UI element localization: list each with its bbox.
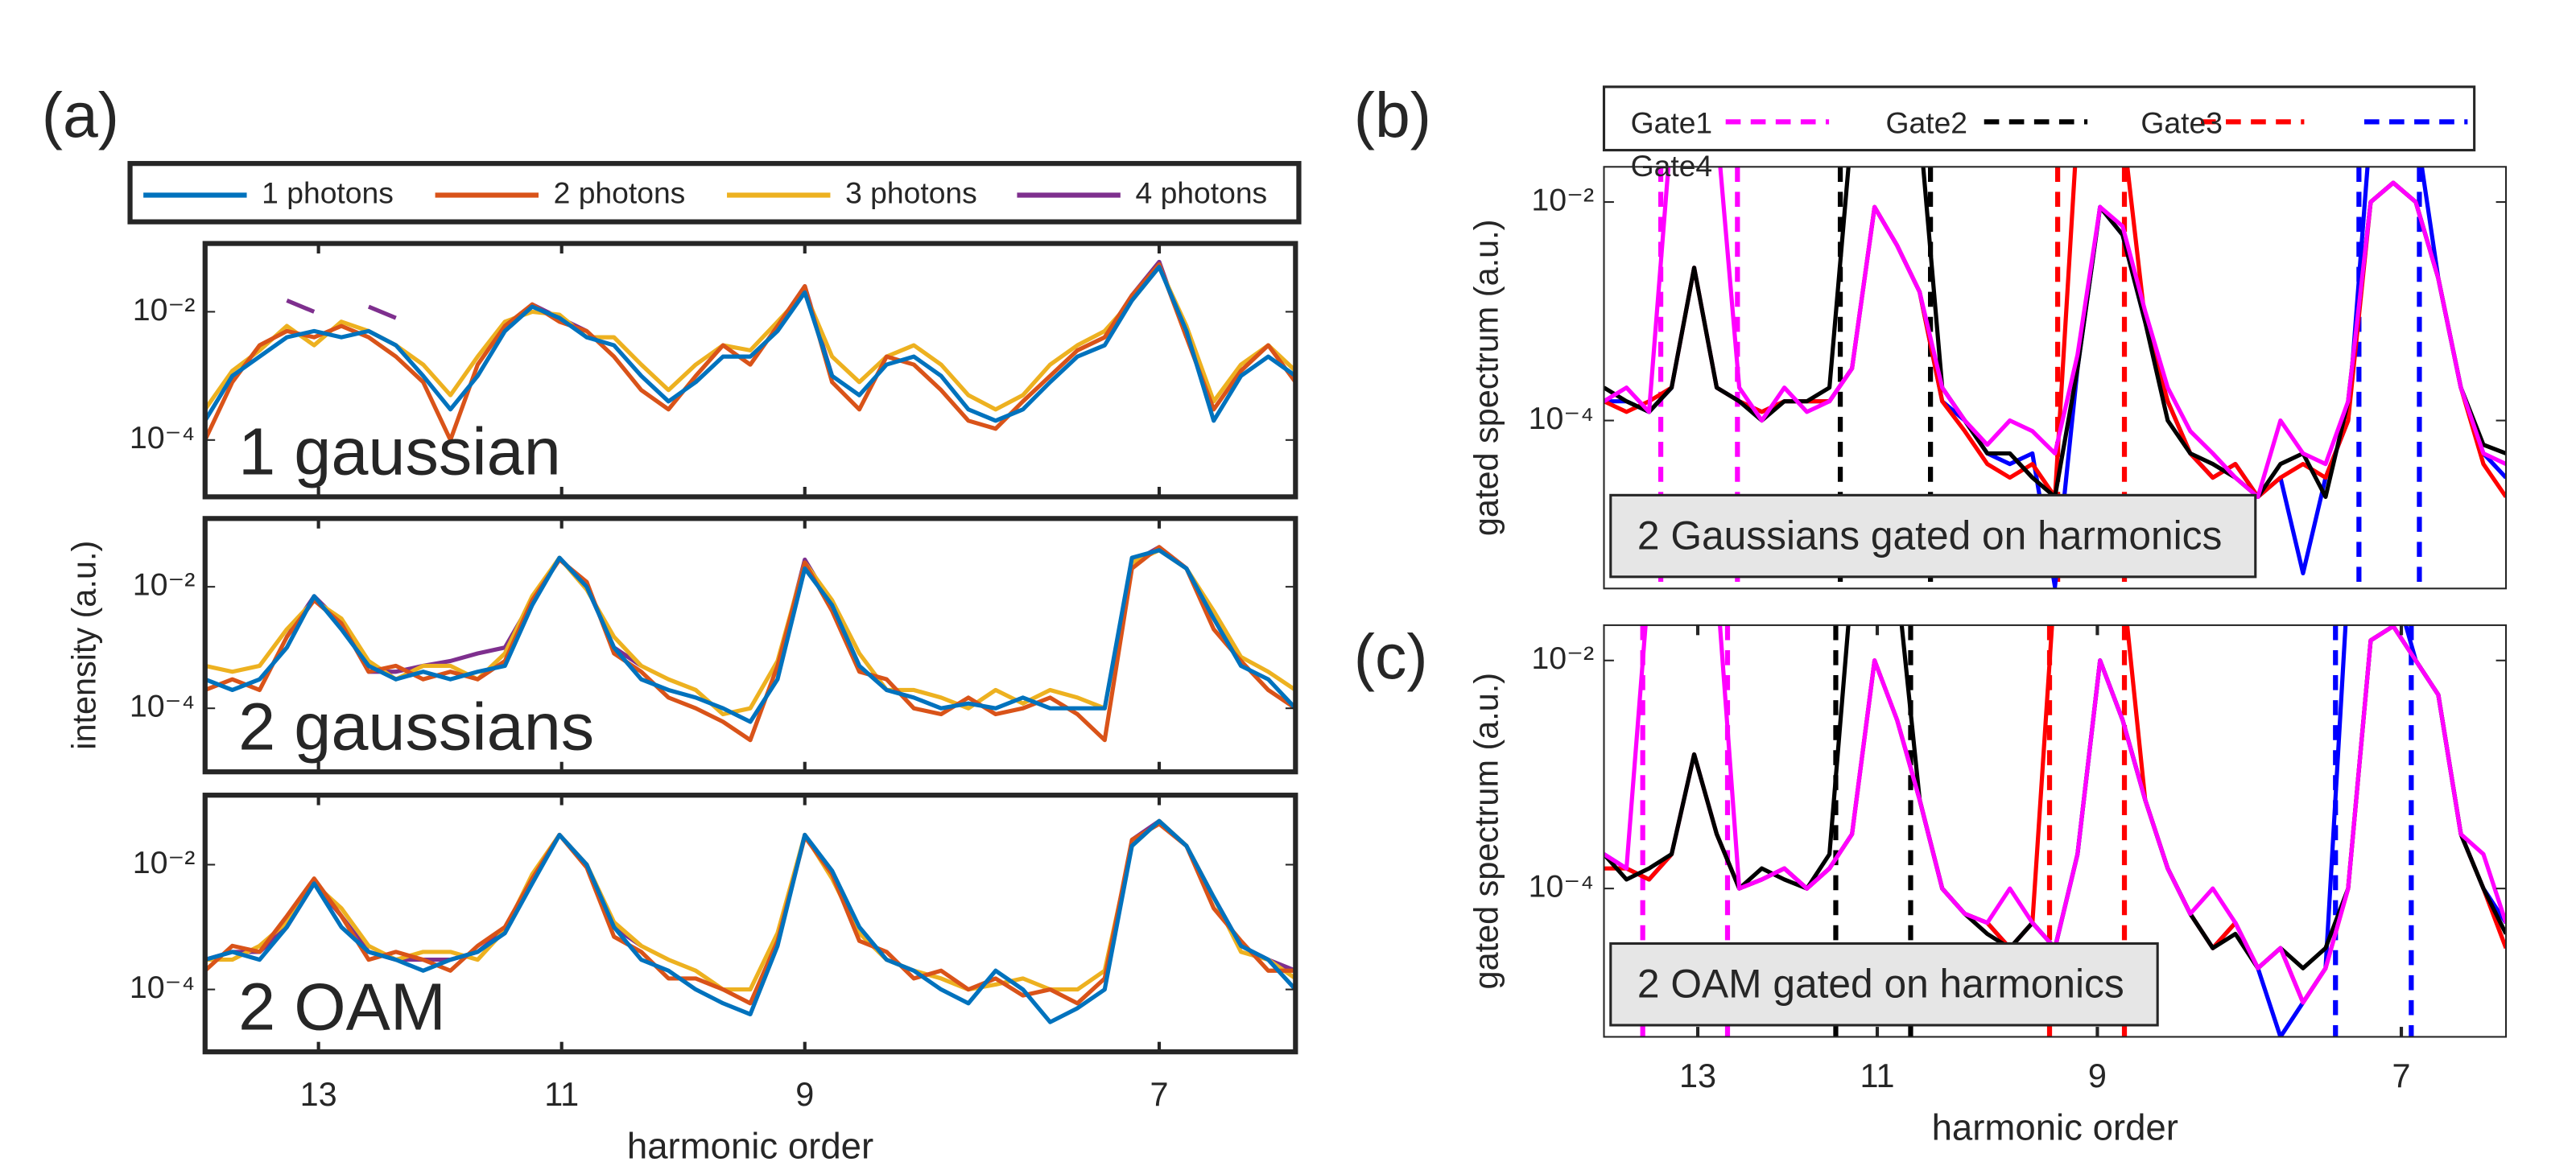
y-tick-label: 10⁻² <box>133 567 196 603</box>
x-tick-label: 13 <box>300 1076 337 1113</box>
annotation: 2 Gaussians gated on harmonics <box>1637 513 2222 558</box>
series-line <box>1604 167 2507 500</box>
y-axis-label: gated spectrum (a.u.) <box>1468 673 1505 990</box>
legend-label: Gate2 <box>1886 105 1968 139</box>
annotation: 2 OAM <box>238 969 446 1044</box>
y-tick-label: 10⁻⁴ <box>1529 401 1594 436</box>
x-tick-label: 11 <box>1860 1057 1895 1094</box>
legend-label: 3 photons <box>845 175 977 209</box>
y-tick-label: 10⁻⁴ <box>1529 869 1594 904</box>
plot-frame <box>202 793 1298 1055</box>
x-tick-label: 13 <box>1679 1057 1716 1094</box>
panel-label: (b) <box>1354 80 1431 150</box>
y-tick-label: 10⁻⁴ <box>130 420 195 455</box>
y-tick-label: 10⁻² <box>1531 641 1594 676</box>
legend-label: 2 photons <box>554 175 686 209</box>
x-tick-label: 9 <box>2088 1057 2107 1094</box>
plot-frame <box>202 516 1298 775</box>
plot-lines <box>204 259 1296 443</box>
plot-lines <box>204 545 1296 743</box>
series-line <box>204 545 1296 743</box>
annotation-box <box>1609 493 2257 579</box>
y-tick-label: 10⁻² <box>1531 182 1594 217</box>
legend-label: Gate1 <box>1631 105 1713 139</box>
series-line <box>204 262 1296 443</box>
legend-label: Gate4 <box>1631 149 1713 183</box>
x-axis-label: harmonic order <box>1932 1106 2178 1148</box>
x-tick-label: 7 <box>1150 1076 1168 1113</box>
x-tick-label: 9 <box>795 1076 814 1113</box>
y-tick-label: 10⁻² <box>133 845 196 880</box>
legend-label: 1 photons <box>262 175 394 209</box>
annotation: 2 gaussians <box>238 689 594 764</box>
x-axis-label: harmonic order <box>627 1125 873 1162</box>
x-tick-label: 11 <box>544 1076 579 1113</box>
annotation-box <box>1609 942 2159 1027</box>
y-tick-label: 10⁻⁴ <box>130 689 195 724</box>
x-tick-label: 7 <box>2392 1057 2411 1094</box>
plot-frame <box>1603 166 2508 590</box>
y-axis-label: gated spectrum (a.u.) <box>1468 220 1505 537</box>
plot-frame <box>202 241 1298 500</box>
plot-frame <box>1603 624 2508 1038</box>
y-tick-label: 10⁻⁴ <box>130 970 195 1005</box>
legend-box <box>1602 85 2476 152</box>
annotation: 1 gaussian <box>238 414 561 489</box>
panel-label: (c) <box>1354 621 1428 692</box>
plot-area <box>204 518 1296 773</box>
legend-label: 4 photons <box>1135 175 1267 209</box>
plot-area <box>204 243 1296 497</box>
panel-label: (a) <box>42 80 119 150</box>
series-line <box>204 818 1296 1024</box>
series-line <box>204 548 1296 724</box>
y-tick-label: 10⁻² <box>133 292 196 328</box>
plot-lines <box>204 818 1296 1024</box>
series-line <box>204 265 1296 423</box>
legend-label: Gate3 <box>2140 105 2223 139</box>
annotation: 2 OAM gated on harmonics <box>1637 961 2124 1006</box>
y-axis-label: intensity (a.u.) <box>66 541 103 750</box>
